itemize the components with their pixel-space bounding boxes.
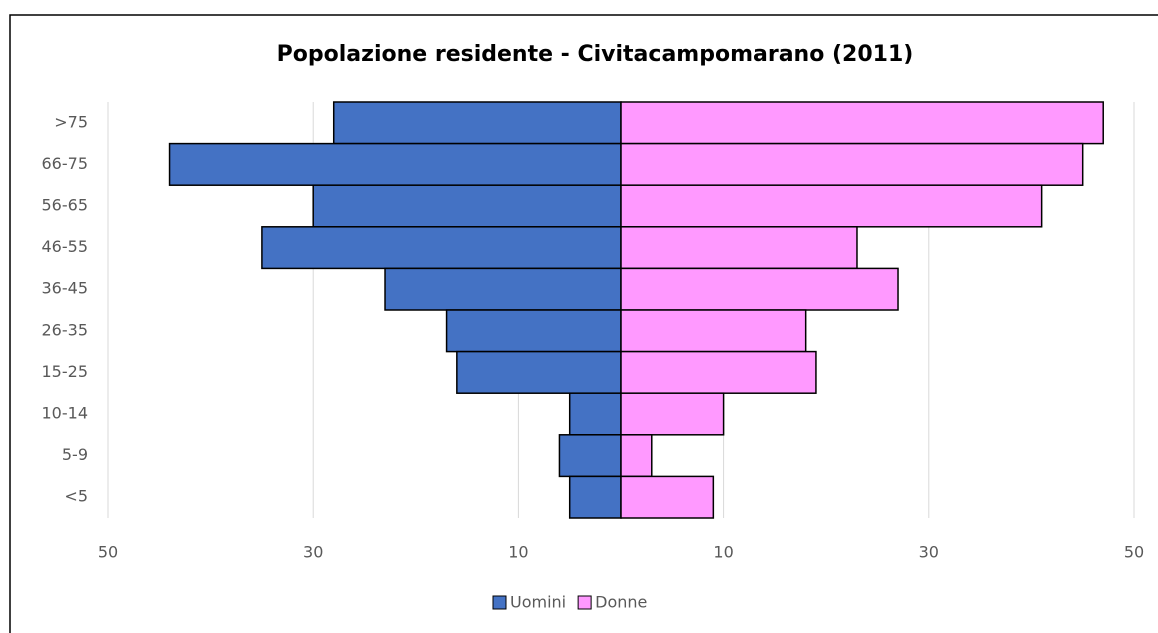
bar [568, 475, 622, 519]
bar [261, 226, 622, 270]
bar [620, 142, 1084, 186]
bar [620, 226, 858, 270]
x-tick-label: 30 [919, 543, 939, 562]
bar [620, 392, 725, 436]
x-tick-label: 50 [1124, 543, 1144, 562]
y-tick-label: 36-45 [42, 279, 89, 298]
y-tick-label: 46-55 [42, 237, 89, 256]
bar [620, 309, 807, 353]
y-tick-label: 26-35 [42, 320, 89, 339]
bar [384, 267, 622, 311]
y-tick-label: >75 [54, 112, 88, 131]
x-tick-label: 50 [98, 543, 118, 562]
legend-label: Donne [595, 593, 647, 612]
bar [456, 350, 622, 394]
bar [312, 184, 622, 228]
y-tick-label: 15-25 [42, 362, 89, 381]
bar [558, 434, 622, 478]
x-tick-label: 10 [508, 543, 528, 562]
y-tick-label: 56-65 [42, 196, 89, 215]
bar [620, 475, 715, 519]
bar [620, 267, 899, 311]
legend-label: Uomini [510, 593, 566, 612]
x-tick-label: 10 [713, 543, 733, 562]
bar [620, 350, 817, 394]
chart-title: Popolazione residente - Civitacampomaran… [277, 42, 914, 67]
y-tick-label: 10-14 [42, 404, 89, 423]
x-tick-label: 30 [303, 543, 323, 562]
legend-swatch [492, 595, 507, 610]
bar [620, 184, 1043, 228]
bar [620, 101, 1104, 145]
bar [168, 142, 622, 186]
legend-swatch [577, 595, 592, 610]
bar [620, 434, 653, 478]
bar [568, 392, 622, 436]
bar [332, 101, 622, 145]
y-tick-label: 5-9 [62, 445, 88, 464]
y-tick-label: 66-75 [42, 154, 89, 173]
bar [445, 309, 622, 353]
y-tick-label: <5 [64, 487, 88, 506]
